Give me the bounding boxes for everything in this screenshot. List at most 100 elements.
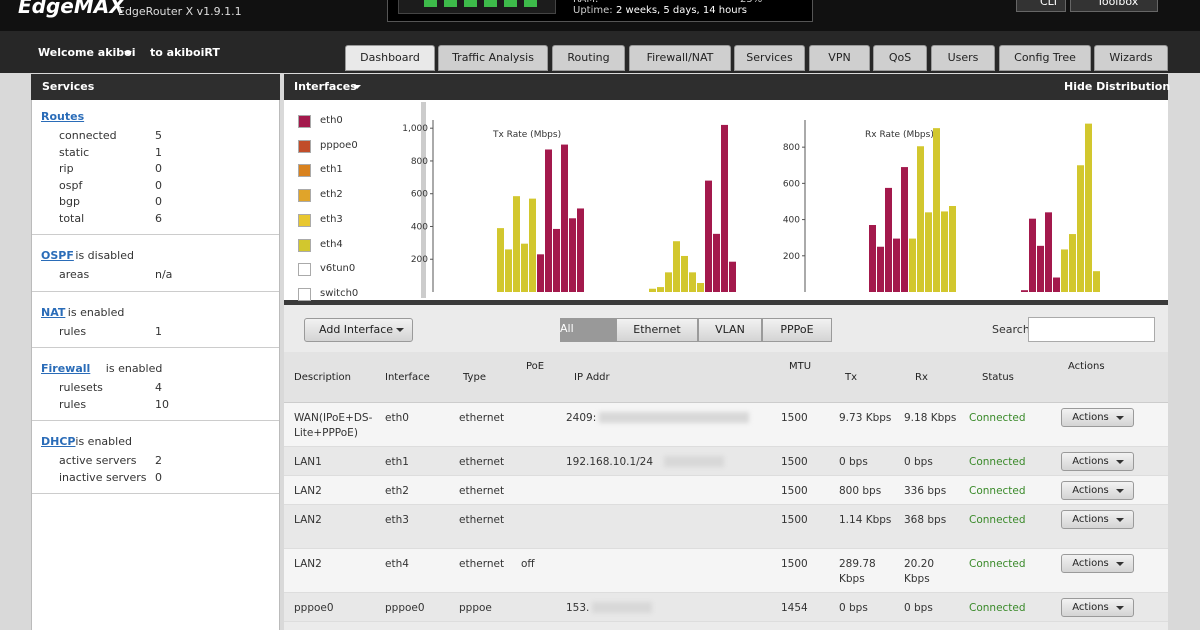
column-header[interactable]: Rx [915, 372, 928, 383]
nav-tab[interactable]: Config Tree [999, 45, 1091, 71]
filter-button[interactable]: VLAN [698, 318, 762, 342]
bar [665, 272, 672, 292]
legend-divider [421, 102, 426, 298]
section-link[interactable]: DHCP [41, 435, 76, 448]
y-tick-label: 800 [783, 143, 800, 153]
hide-distribution[interactable]: Hide Distribution [1064, 80, 1171, 93]
stat-label: rules [59, 324, 87, 338]
cell: 0 bps [839, 456, 868, 468]
cell: 9.73 Kbps [839, 412, 892, 424]
section-divider [32, 493, 279, 494]
bar [689, 272, 696, 292]
cell: Connected [969, 602, 1026, 614]
chart-title: Tx Rate (Mbps) [492, 130, 561, 140]
bar [513, 196, 520, 292]
table-header-bg [284, 352, 1168, 403]
cell: 0 bps [839, 602, 868, 614]
actions-button[interactable]: Actions [1061, 598, 1134, 617]
redacted-ip [663, 456, 724, 467]
caret [124, 51, 132, 59]
search-input[interactable] [1028, 317, 1155, 342]
column-header[interactable]: Interface [385, 372, 430, 383]
cell: pppoe [459, 602, 492, 614]
redacted-ip [598, 412, 749, 423]
cell: Connected [969, 485, 1026, 497]
actions-button[interactable]: Actions [1061, 481, 1134, 500]
y-tick-label: 200 [783, 252, 800, 262]
bar [545, 149, 552, 292]
legend-label: switch0 [320, 287, 359, 299]
bar [1045, 212, 1052, 292]
section-divider [32, 420, 279, 421]
cell: ethernet [459, 558, 505, 570]
filter-button[interactable]: All [560, 318, 616, 342]
legend-label: v6tun0 [320, 263, 356, 275]
nav-tab[interactable]: Dashboard [345, 45, 435, 71]
column-header[interactable]: MTU [789, 361, 812, 372]
table-row [284, 447, 1168, 476]
stat-label: rulesets [59, 381, 103, 394]
column-header[interactable]: PoE [526, 361, 545, 372]
table-row [284, 476, 1168, 505]
column-header[interactable]: Tx [845, 372, 858, 383]
nav-tab[interactable]: Traffic Analysis [438, 45, 548, 71]
stat-label: bgp [59, 195, 80, 208]
interfaces-title[interactable]: Interfaces [294, 80, 357, 93]
actions-button[interactable]: Actions [1061, 452, 1134, 471]
bar [673, 241, 680, 292]
toolbox-button[interactable]: Toolbox [1070, 0, 1158, 12]
section-link[interactable]: OSPF [41, 249, 74, 262]
bar [1021, 290, 1028, 292]
cell: 1500 [781, 558, 808, 570]
bar [1053, 277, 1060, 292]
nav-tab[interactable]: Wizards [1094, 45, 1168, 71]
filter-button[interactable]: Ethernet [616, 318, 698, 342]
nav-tab[interactable]: Users [931, 45, 995, 71]
cell: LAN2 [294, 514, 322, 526]
actions-button[interactable]: Actions [1061, 408, 1134, 427]
nav-tab[interactable]: VPN [809, 45, 870, 71]
add-interface[interactable]: Add Interface [304, 318, 413, 342]
stat-label: rules [59, 397, 87, 411]
section-link[interactable]: NAT [41, 305, 66, 319]
caret [1116, 460, 1124, 468]
column-header[interactable]: Description [294, 372, 351, 383]
nav-tab[interactable]: Firewall/NAT [629, 45, 731, 71]
column-header[interactable]: Type [463, 372, 486, 383]
actions-button[interactable]: Actions [1061, 510, 1134, 529]
nav-tab[interactable]: Routing [552, 45, 625, 71]
cell: LAN2 [294, 558, 322, 570]
cell: 336 bps [904, 485, 947, 497]
bar [893, 238, 900, 292]
nav-tab[interactable]: QoS [873, 45, 927, 71]
legend-label: pppoe0 [320, 139, 358, 151]
bar [949, 206, 956, 292]
bar [697, 282, 704, 292]
bar [869, 225, 876, 292]
nav-tab[interactable]: Services [734, 45, 805, 71]
legend-swatch [298, 139, 311, 153]
bar [713, 233, 720, 292]
bar [1093, 271, 1100, 292]
section-status: is disabled [75, 249, 134, 262]
section-link[interactable]: Routes [41, 110, 85, 123]
bar [649, 288, 656, 292]
cell: 289.78 Kbps [839, 558, 876, 585]
stat-value: 0 [155, 162, 162, 175]
cell: 1500 [781, 514, 808, 526]
cell: 1500 [781, 412, 808, 424]
welcome[interactable]: Welcome akiboi [38, 46, 136, 59]
stat-value: 2 [155, 454, 162, 467]
cell: 1500 [781, 456, 808, 468]
stat-value: 4 [155, 381, 162, 394]
bar [909, 238, 916, 292]
column-header[interactable]: Status [982, 372, 1014, 383]
cell: 0 bps [904, 456, 933, 468]
cli-button[interactable]: CLI [1016, 0, 1066, 12]
bar [1061, 249, 1068, 292]
filter-button[interactable]: PPPoE [762, 318, 832, 342]
section-link[interactable]: Firewall [41, 362, 91, 375]
actions-button[interactable]: Actions [1061, 554, 1134, 573]
column-header[interactable]: IP Addr [574, 372, 610, 383]
